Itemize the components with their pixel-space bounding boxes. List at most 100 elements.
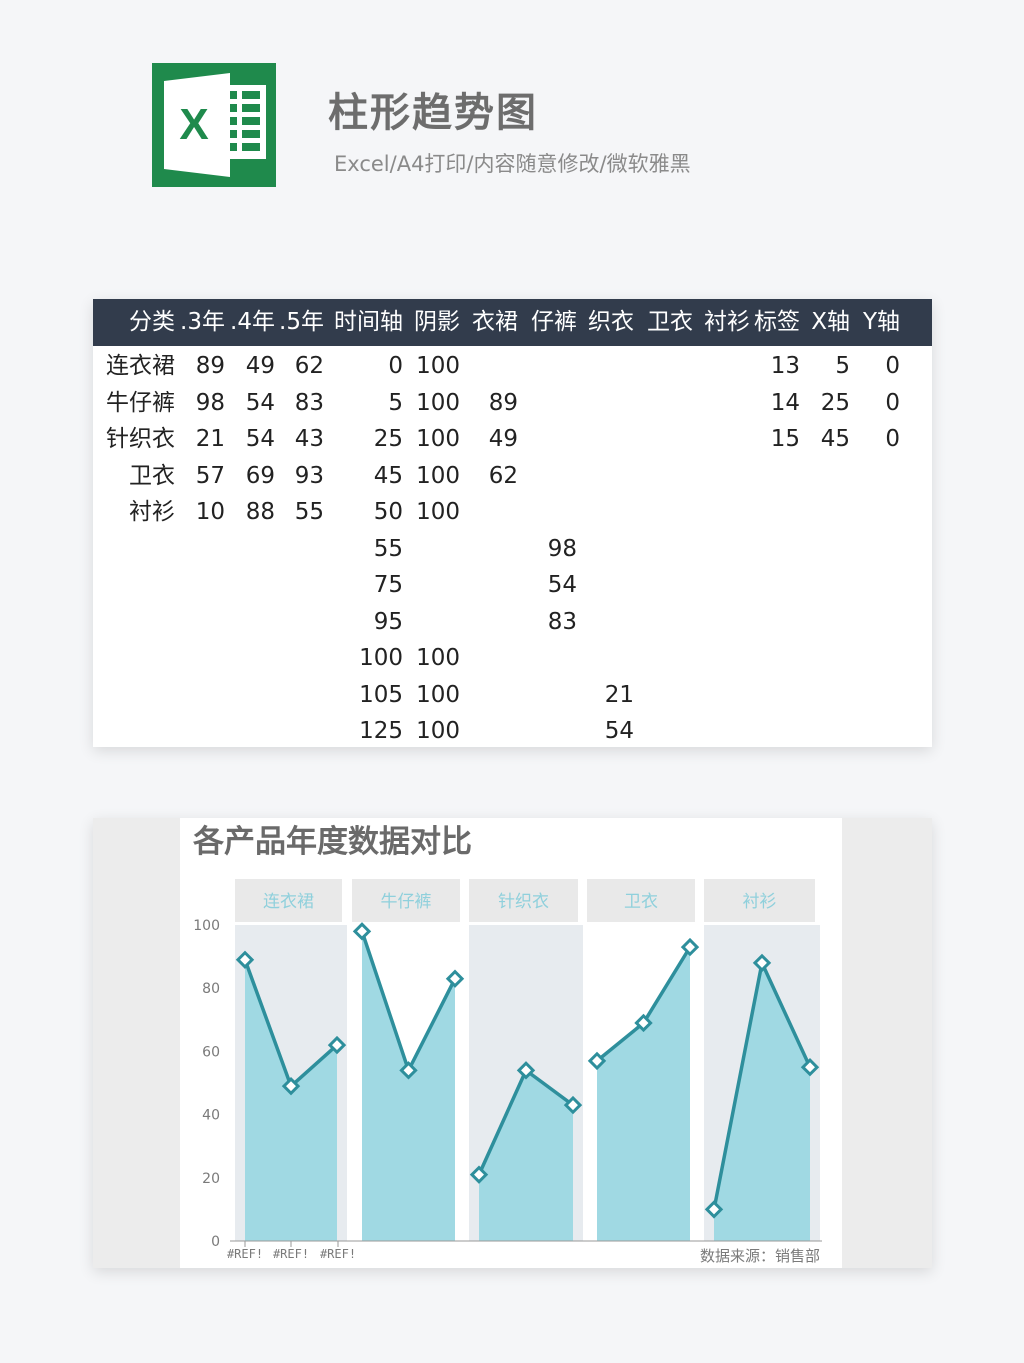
column-header: .4年	[230, 309, 275, 335]
data-point	[327, 1035, 347, 1055]
table-cell: 13	[770, 353, 800, 379]
y-tick-label: 80	[202, 981, 220, 997]
data-point	[634, 1013, 653, 1033]
column-header: 衣裙	[472, 309, 518, 335]
column-header: Y轴	[862, 309, 900, 335]
table-cell: 5	[388, 389, 403, 416]
page-subtitle: Excel/A4打印/内容随意修改/微软雅黑	[334, 152, 691, 176]
table-cell: 54	[245, 389, 275, 416]
table-cell: 95	[373, 608, 403, 635]
x-tick-label: #REF!	[320, 1247, 356, 1261]
table-cell: 69	[245, 462, 275, 489]
table-cell: 衬衫	[129, 499, 175, 525]
table-cell: 54	[245, 426, 275, 452]
table-cell: 100	[416, 645, 460, 671]
table-cell: 105	[359, 681, 403, 708]
table-cell: 50	[373, 499, 403, 525]
category-label: 卫衣	[624, 892, 658, 912]
column-header: 卫衣	[647, 309, 693, 335]
data-point	[516, 1061, 536, 1080]
table-cell: 49	[488, 426, 518, 452]
table-cell: 10	[195, 499, 225, 525]
column-header: 衬衫	[704, 309, 750, 335]
excel-logo-icon: X	[152, 63, 276, 187]
data-point	[399, 1061, 418, 1080]
table-cell: 83	[294, 389, 324, 416]
table-cell: 57	[195, 462, 225, 489]
category-label: 牛仔裤	[381, 892, 432, 912]
column-header: 分类	[129, 309, 175, 335]
table-cell: 98	[195, 389, 225, 416]
column-header: .5年	[279, 309, 324, 335]
table-cell: 卫衣	[129, 462, 175, 489]
data-point	[752, 953, 772, 973]
category-label-box	[235, 879, 342, 922]
page-title: 柱形趋势图	[328, 90, 538, 136]
table-cell: 98	[547, 535, 577, 562]
y-tick-label: 100	[193, 918, 220, 934]
table-cell: 45	[820, 426, 850, 452]
table-cell: 100	[416, 353, 460, 379]
table-cell: 牛仔裤	[106, 389, 175, 416]
column-header: 阴影	[414, 309, 460, 335]
table-cell: 100	[416, 718, 460, 744]
table-cell: 89	[195, 353, 225, 379]
table-cell: 25	[820, 389, 850, 416]
source-note: 数据来源：销售部	[700, 1247, 820, 1265]
column-header: X轴	[811, 309, 850, 335]
table-cell: 93	[294, 462, 324, 489]
logo-letter: X	[179, 100, 208, 149]
table-cell: 15	[770, 426, 800, 452]
column-header: 时间轴	[334, 309, 403, 335]
category-label-box	[587, 879, 695, 922]
table-cell: 连衣裙	[106, 353, 175, 379]
y-tick-label: 60	[202, 1044, 220, 1060]
y-tick-label: 20	[202, 1171, 220, 1187]
x-tick-label: #REF!	[273, 1247, 309, 1261]
table-cell: 125	[359, 718, 403, 744]
column-header: 仔裤	[531, 309, 577, 335]
table-cell: 针织衣	[106, 426, 175, 452]
data-point	[235, 950, 255, 969]
table-cell: 43	[294, 426, 324, 452]
area-fill	[597, 947, 690, 1241]
area-fill	[362, 931, 455, 1241]
table-cell: 55	[373, 535, 403, 562]
table-cell: 83	[547, 608, 577, 635]
table-header: 分类 .3年 .4年 .5年 时间轴 阴影 衣裙 仔裤 织衣 卫衣 衬衫 标签 X轴 Y轴	[93, 299, 932, 346]
y-tick-label: 40	[202, 1108, 220, 1124]
table-cell: 100	[416, 681, 460, 708]
table-cell: 0	[388, 353, 403, 379]
data-point	[587, 1051, 607, 1071]
area-fill	[479, 1070, 573, 1241]
chart-title: 各产品年度数据对比	[193, 824, 472, 860]
table-cell: 88	[245, 499, 275, 525]
column-header: .3年	[180, 309, 225, 335]
column-header: 标签	[754, 309, 800, 335]
table-cell: 75	[373, 572, 403, 598]
area-fill	[714, 962, 810, 1241]
table-cell: 100	[416, 389, 460, 416]
table-cell: 100	[416, 462, 460, 489]
table-cell: 62	[488, 462, 518, 489]
table-cell: 0	[885, 353, 900, 379]
table-cell: 25	[373, 426, 403, 452]
table-cell: 54	[547, 572, 577, 598]
table-cell: 5	[835, 353, 850, 379]
table-cell: 0	[885, 426, 900, 452]
table-cell: 14	[770, 389, 800, 416]
table-cell: 21	[604, 681, 634, 708]
table-cell: 55	[294, 499, 324, 525]
table-cell: 100	[416, 426, 460, 452]
data-table: 分类 .3年 .4年 .5年 时间轴 阴影 衣裙 仔裤 织衣 卫衣 衬衫 标签 X轴 Y轴 连衣裙 89 49…	[93, 299, 932, 747]
trend-chart: 连衣裙 牛仔裤 针织衣 卫衣 衬衫 0 20 40 60 80 100 #REF! #REF! #REF!…	[193, 879, 822, 1265]
table-cell: 0	[885, 389, 900, 416]
area-fill	[245, 959, 337, 1241]
table-cell: 54	[604, 718, 634, 744]
table-cell: 100	[416, 499, 460, 525]
category-label: 连衣裙	[263, 892, 314, 912]
data-point	[445, 969, 465, 988]
category-label: 针织衣	[498, 892, 549, 912]
column-header: 织衣	[588, 309, 634, 335]
x-tick-label: #REF!	[227, 1247, 263, 1261]
